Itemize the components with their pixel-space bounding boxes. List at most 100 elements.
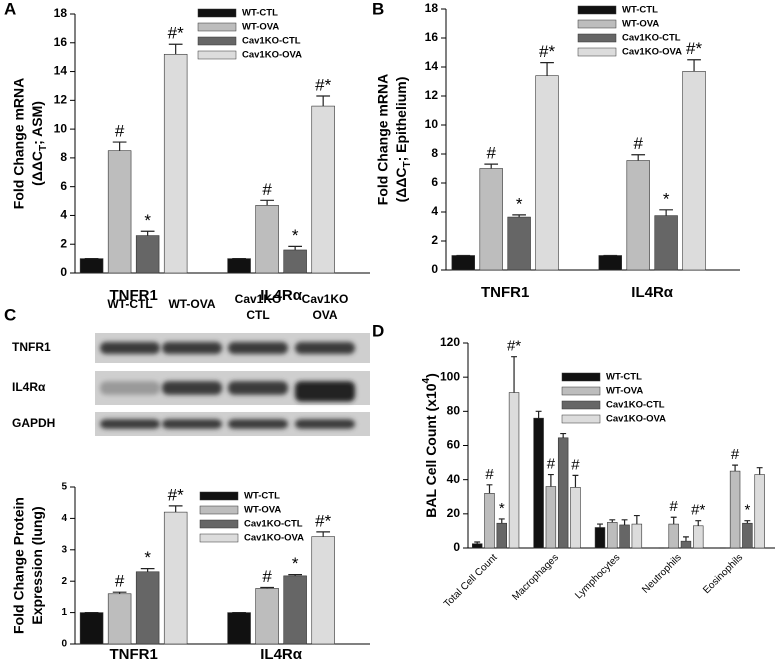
significance-mark: # [115,572,125,591]
legend-label: Cav1KO-OVA [606,414,666,425]
y-axis-label: Fold Change mRNA [11,78,27,209]
bar [107,593,132,645]
y-tick-label: 8 [60,150,67,164]
y-tick-label: 120 [440,335,460,349]
lane-label: Cav1KO [235,292,282,306]
y-tick-label: 8 [431,146,438,160]
bar [163,53,188,274]
blot-band [295,419,355,429]
blot-band [228,381,288,395]
error-bar [732,464,739,472]
bar [79,612,104,645]
bar [654,215,678,271]
y-tick-label: 3 [61,544,67,555]
blot-band [295,381,355,402]
bar [283,249,307,274]
y-axis-label: (ΔΔCT; Epithelium) [393,77,413,203]
error-bar [316,95,331,107]
significance-mark: # [571,456,580,473]
y-tick-label: 12 [425,88,439,102]
error-bar [695,520,702,526]
y-tick-label: 2 [61,576,67,587]
y-axis-label-part: (ΔΔC [29,151,45,186]
y-axis-label-sup: 4 [421,377,432,383]
bar [508,392,520,549]
y-axis-label-part: BAL Cell Count (x10 [423,383,439,518]
significance-mark: # [115,122,125,141]
legend-swatch [197,36,237,46]
lane-label: CTL [246,308,269,322]
significance-mark: #* [539,42,555,61]
y-tick-label: 14 [54,64,68,78]
panel-letter: C [4,305,16,324]
y-axis-label-part: T [402,161,413,167]
y-tick-label: 4 [431,204,438,218]
legend-swatch [561,372,601,382]
bar [668,523,679,549]
blot-band [228,419,288,429]
significance-mark: # [633,134,643,153]
y-axis-label: Fold Change mRNA [375,74,391,205]
blot-band [162,342,222,354]
y-axis-label-part: Expression (lung) [29,506,45,624]
error-bar [744,520,751,524]
legend-label: WT-CTL [622,5,658,16]
bar [754,474,765,549]
y-axis-label: BAL Cell Count (x104) [421,373,439,518]
y-tick-label: 2 [431,233,438,247]
blot-band [100,381,160,395]
significance-mark: #* [507,338,521,355]
legend-label: WT-OVA [244,505,281,516]
error-bar [535,410,542,419]
y-tick-label: 4 [60,208,67,222]
error-bar [597,523,603,528]
error-bar [316,531,331,537]
legend-label: WT-CTL [242,8,278,19]
lane-label: Cav1KO [302,292,349,306]
legend-label: WT-OVA [622,19,659,30]
y-axis-label: (ΔΔCT; ASM) [29,101,49,186]
significance-mark: * [292,554,299,573]
y-tick-label: 10 [54,121,68,135]
error-bar [609,519,616,523]
bar [471,543,483,549]
lane-label: WT-CTL [107,297,152,311]
legend-swatch [197,8,237,18]
bar [594,527,606,549]
y-tick-label: 0 [431,262,438,276]
bar [607,522,618,549]
bar [533,417,544,549]
significance-mark: # [547,456,556,473]
error-bar [687,59,701,72]
legend-swatch [199,519,239,529]
x-tick-label: Lymphocytes [573,552,622,601]
y-axis-label-part: ; Epithelium) [393,77,409,162]
legend-swatch [197,22,237,32]
bar [255,205,279,274]
significance-mark: * [144,548,151,567]
bar [227,258,251,274]
y-axis-label: Fold Change Protein [11,497,27,634]
panel-letter: B [372,0,384,18]
bar [479,168,503,271]
error-bar [112,141,127,151]
x-tick-label: TNFR1 [481,284,529,301]
error-bar [168,43,183,55]
error-bar [288,574,303,576]
legend-label: Cav1KO-CTL [606,400,665,411]
significance-mark: * [499,500,505,517]
y-tick-label: 60 [447,438,461,452]
y-tick-label: 10 [425,117,439,131]
x-tick-label: TNFR1 [109,287,157,304]
y-axis-label-part: (ΔΔC [393,167,409,202]
y-tick-label: 0 [453,540,460,554]
error-bar [547,473,554,487]
significance-mark: # [262,567,272,586]
bar [227,612,251,645]
blot-row-label: IL4Rα [12,380,46,394]
error-bar [540,62,554,76]
y-tick-label: 12 [54,93,68,107]
bar [626,160,650,271]
significance-mark: * [744,502,750,519]
error-bar [756,467,763,475]
